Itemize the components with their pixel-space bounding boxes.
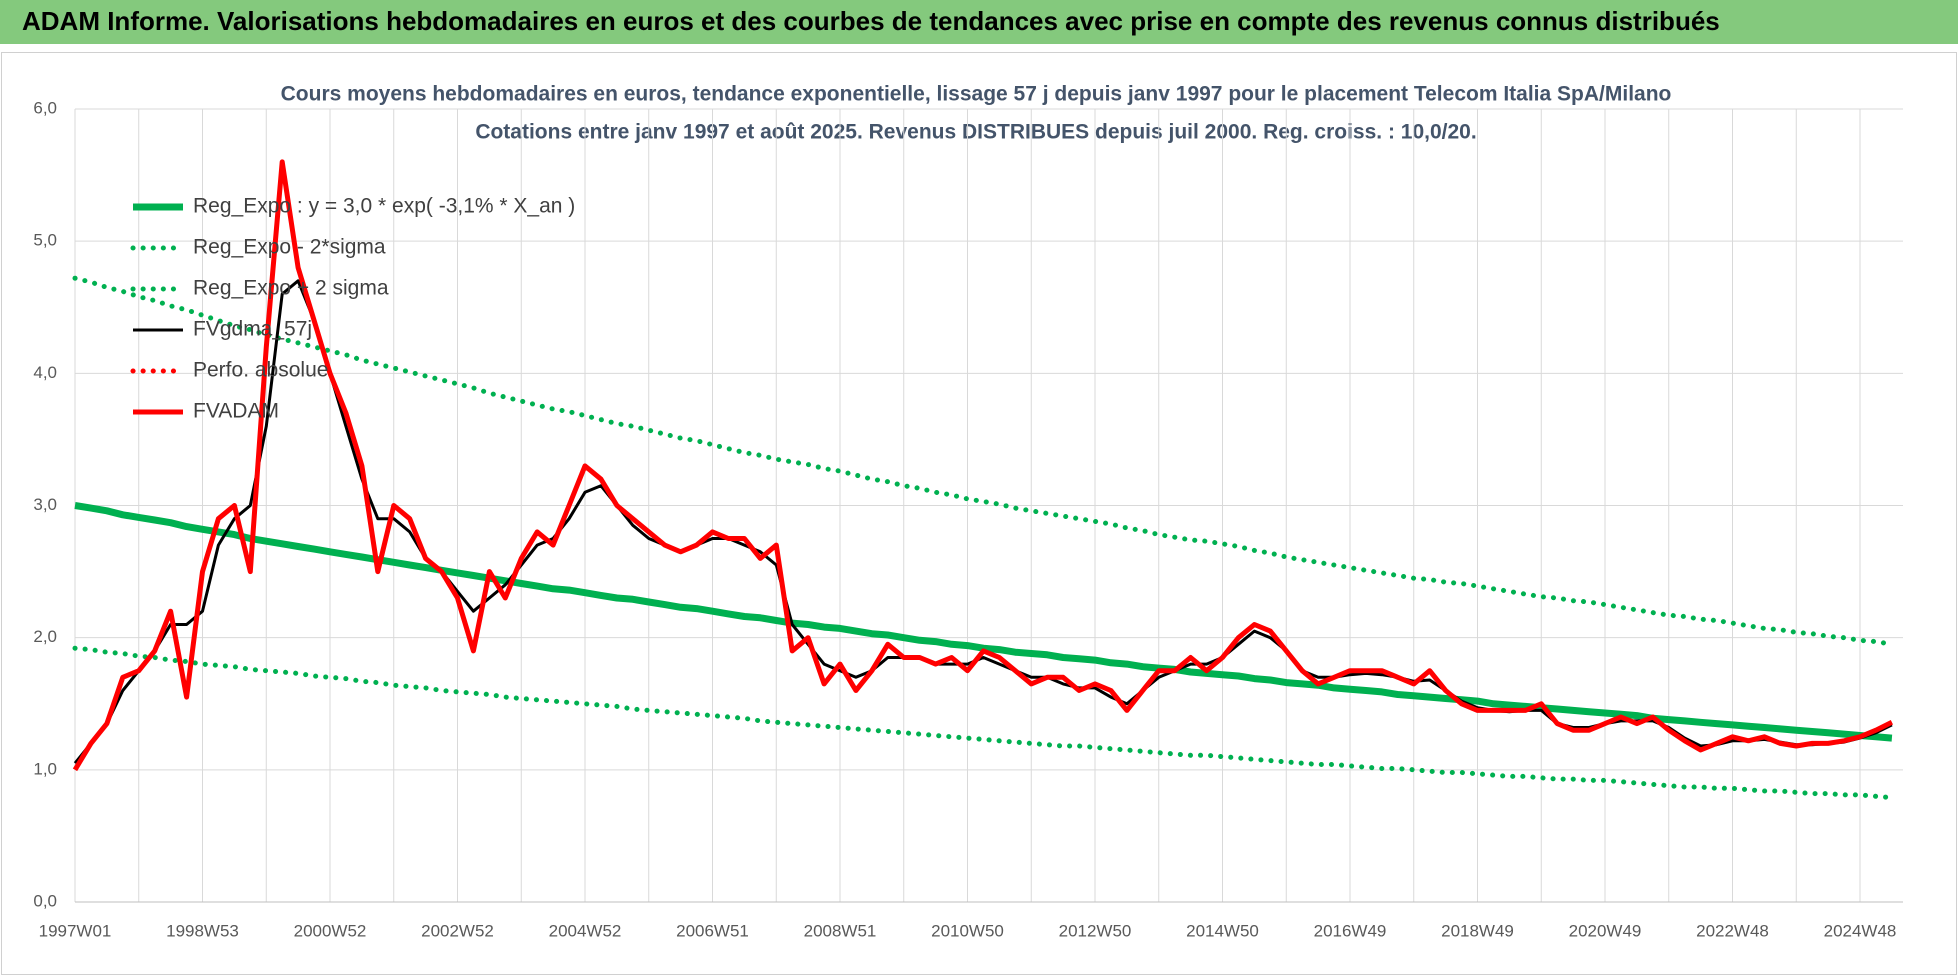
legend-label: Reg_Expo : y = 3,0 * exp( -3,1% * X_an ): [193, 195, 575, 218]
x-tick-label: 2022W48: [1696, 921, 1769, 940]
x-tick-label: 2016W49: [1314, 921, 1387, 940]
series-line: [72, 645, 1895, 801]
chart-title: Cours moyens hebdomadaires en euros, ten…: [281, 83, 1672, 106]
legend-label: Reg_Expo - 2*sigma: [193, 236, 386, 259]
legend-label: FVgdma_57j: [193, 318, 312, 341]
y-tick-label: 4,0: [33, 363, 57, 382]
x-tick-label: 2024W48: [1824, 921, 1897, 940]
legend-label: FVADAM: [193, 400, 279, 423]
x-tick-label: 2014W50: [1186, 921, 1259, 940]
y-tick-label: 1,0: [33, 759, 57, 778]
x-tick-label: 2000W52: [294, 921, 367, 940]
x-tick-label: 1998W53: [166, 921, 239, 940]
chart-frame: [1, 52, 1957, 975]
x-tick-label: 2010W50: [931, 921, 1004, 940]
x-tick-label: 2006W51: [676, 921, 749, 940]
legend-label: Reg_Expo + 2 sigma: [193, 277, 389, 300]
chart-subtitle: Cotations entre janv 1997 et août 2025. …: [475, 121, 1476, 144]
x-tick-label: 2004W52: [549, 921, 622, 940]
x-tick-label: 2018W49: [1441, 921, 1514, 940]
y-tick-label: 3,0: [33, 495, 57, 514]
x-tick-label: 2008W51: [804, 921, 877, 940]
x-tick-label: 2020W49: [1569, 921, 1642, 940]
x-tick-label: 1997W01: [39, 921, 112, 940]
legend-label: Perfo. absolue: [193, 359, 328, 382]
series-line: [72, 275, 1895, 647]
y-tick-label: 5,0: [33, 231, 57, 250]
y-tick-label: 2,0: [33, 627, 57, 646]
x-tick-label: 2012W50: [1059, 921, 1132, 940]
y-tick-label: 6,0: [33, 98, 57, 117]
y-tick-label: 0,0: [33, 891, 57, 910]
header-title: ADAM Informe. Valorisations hebdomadaire…: [22, 6, 1720, 36]
header-bar: [0, 0, 1958, 44]
series-line: [72, 159, 1894, 772]
x-tick-label: 2002W52: [421, 921, 494, 940]
